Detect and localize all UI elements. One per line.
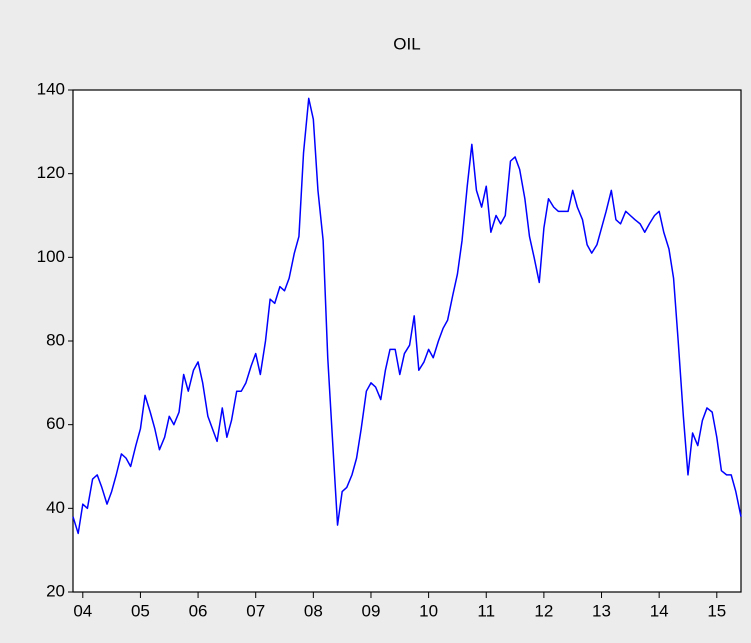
y-tick-label: 140 (37, 79, 65, 98)
y-tick-label: 120 (37, 163, 65, 182)
x-tick-label: 12 (534, 601, 553, 620)
x-tick-label: 15 (707, 601, 726, 620)
x-tick-label: 06 (189, 601, 208, 620)
y-tick-label: 40 (46, 498, 65, 517)
x-tick-label: 05 (131, 601, 150, 620)
x-tick-label: 08 (304, 601, 323, 620)
x-tick-label: 09 (362, 601, 381, 620)
y-tick-label: 100 (37, 247, 65, 266)
y-tick-label: 20 (46, 581, 65, 600)
x-tick-label: 07 (246, 601, 265, 620)
x-tick-label: 14 (650, 601, 669, 620)
data-line (72, 97, 742, 535)
y-tick-label: 60 (46, 414, 65, 433)
x-tick-label: 11 (477, 601, 495, 620)
chart-title: OIL (393, 34, 420, 53)
x-tick-label: 04 (73, 601, 92, 620)
x-tick-label: 10 (419, 601, 438, 620)
y-tick-label: 80 (46, 330, 65, 349)
x-tick-label: 13 (592, 601, 611, 620)
plot-area (72, 89, 742, 593)
